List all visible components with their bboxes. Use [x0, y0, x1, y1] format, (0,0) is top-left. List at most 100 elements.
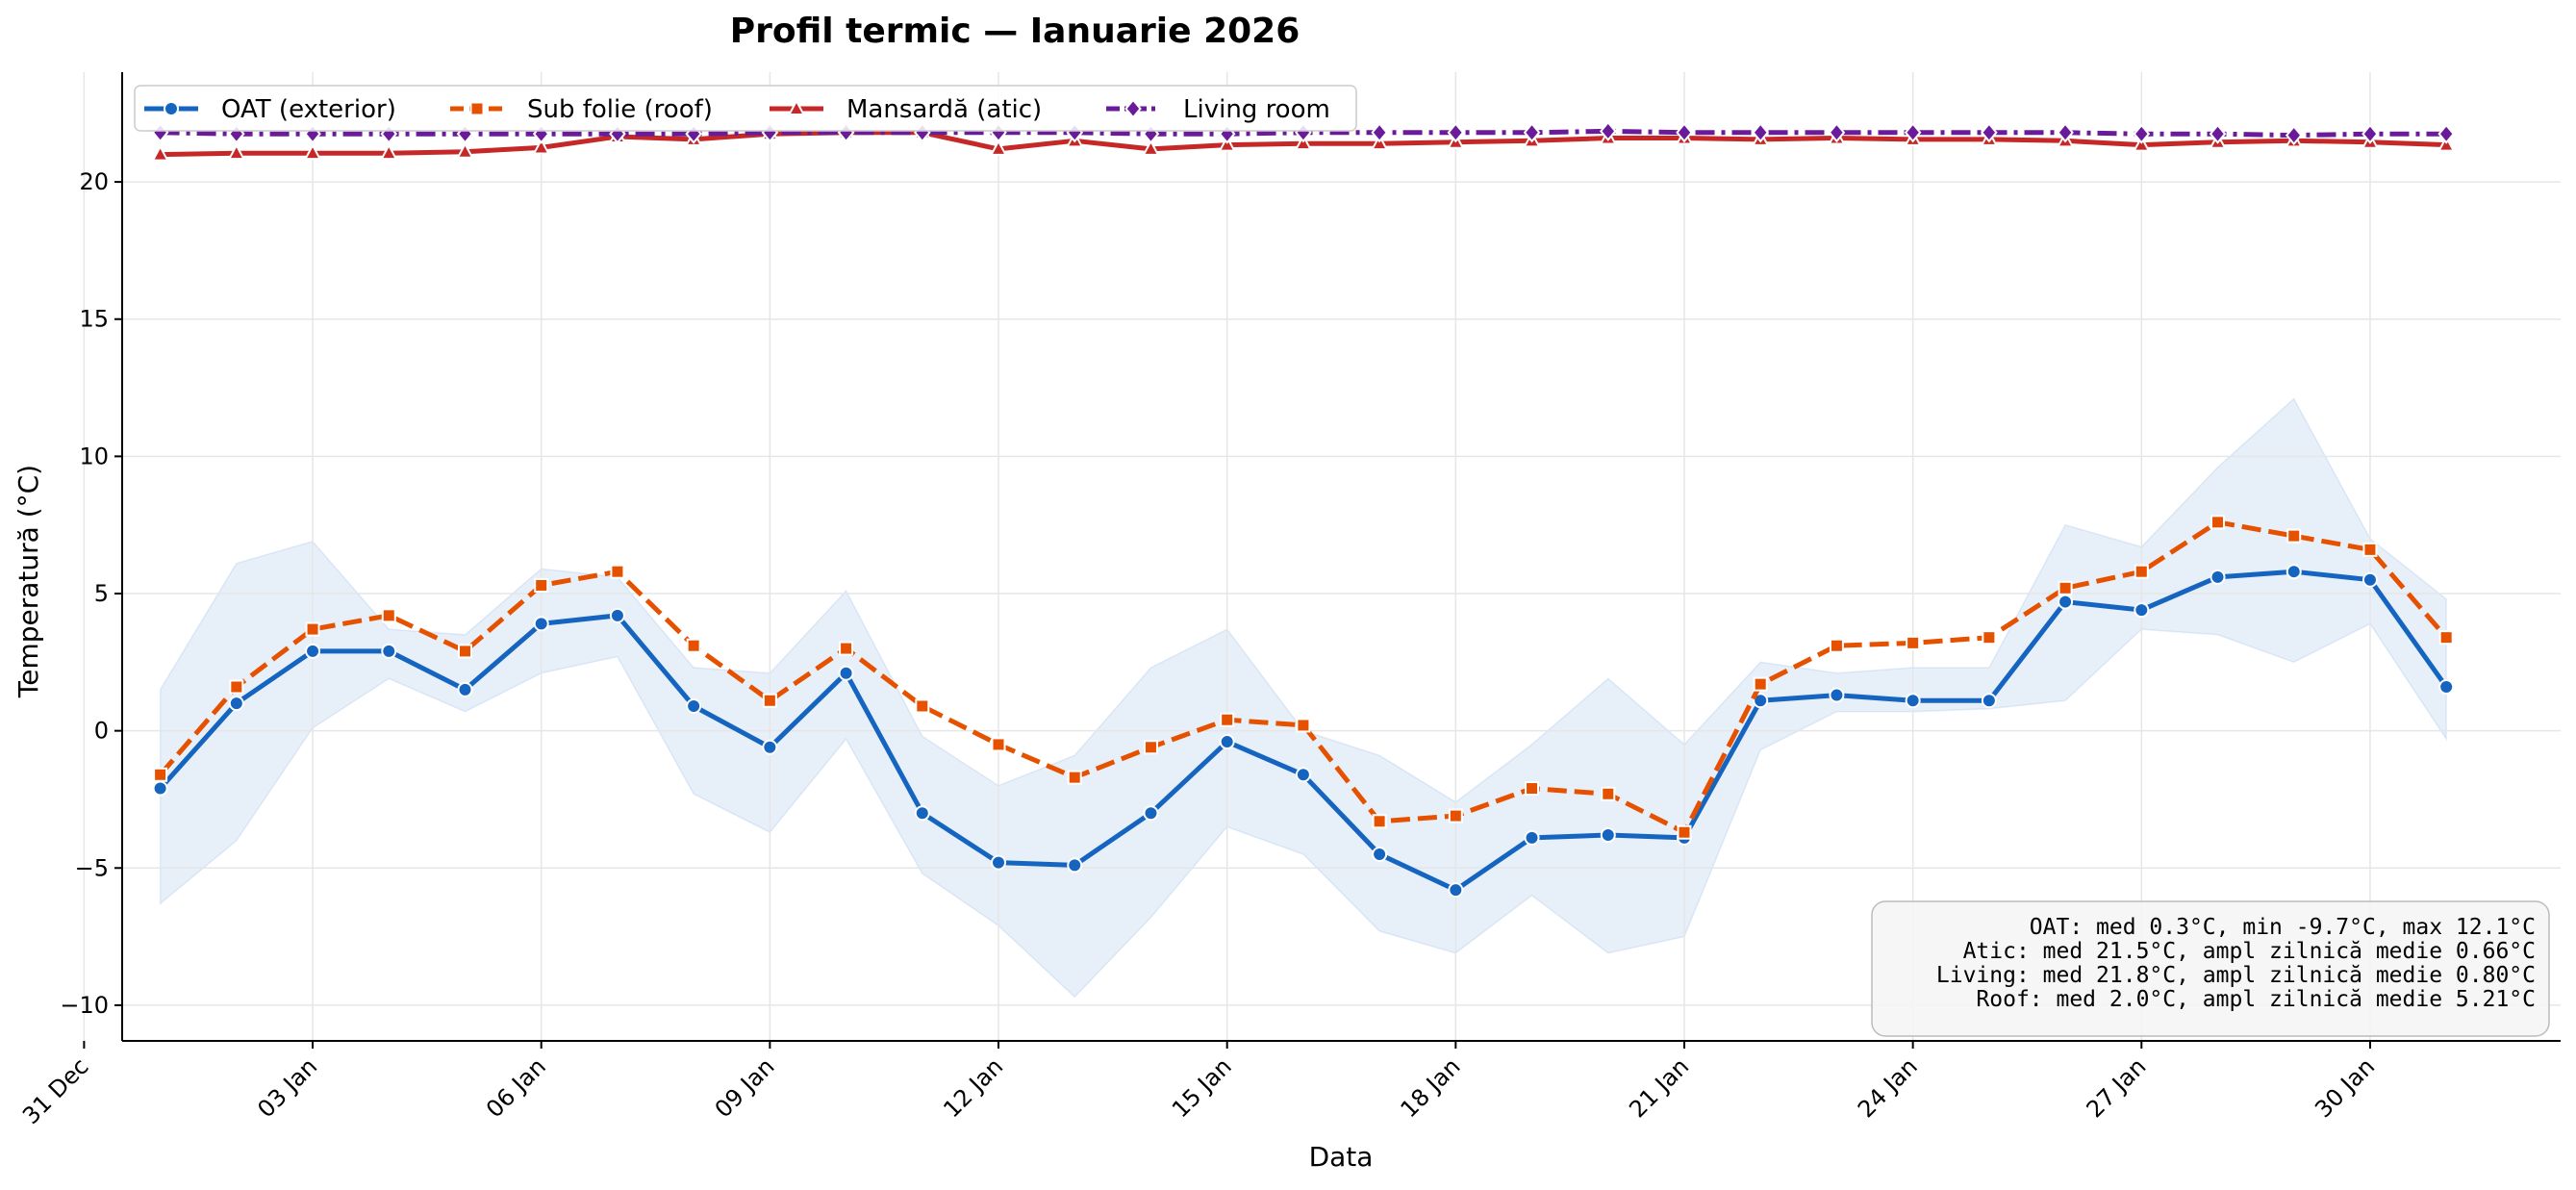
- series-point: [532, 138, 550, 155]
- y-tick-label: −10: [60, 992, 109, 1019]
- series-point: [228, 696, 244, 712]
- series-point: [457, 681, 473, 697]
- legend-marker: [469, 101, 485, 116]
- series-point: [1828, 122, 1846, 143]
- series-point: [533, 616, 549, 632]
- x-tick-label: 27 Jan: [2082, 1052, 2152, 1123]
- series-point: [1296, 718, 1311, 733]
- series-point: [1220, 712, 1235, 727]
- series-1: [153, 515, 2454, 840]
- legend-item-0: OAT (exterior): [144, 95, 396, 124]
- series-point: [1906, 635, 1921, 650]
- series-point: [686, 697, 702, 714]
- series-point: [1142, 139, 1160, 156]
- series-point: [1676, 122, 1693, 143]
- series-point: [303, 143, 322, 161]
- legend-label: Sub folie (roof): [527, 95, 713, 124]
- series-point: [1599, 120, 1617, 141]
- axes-layer: [121, 72, 2561, 1042]
- series-point: [1600, 827, 1616, 844]
- stats-frame: [1871, 900, 2550, 1037]
- legend-marker: [787, 98, 806, 115]
- series-point: [609, 607, 625, 623]
- series-point: [2437, 123, 2455, 144]
- series-point: [991, 854, 1007, 871]
- series-point: [686, 638, 701, 653]
- series-point: [839, 641, 854, 656]
- series-point: [2438, 630, 2454, 646]
- series-point: [2134, 602, 2150, 619]
- series-point: [153, 767, 168, 782]
- x-tick-label: 21 Jan: [1624, 1052, 1694, 1123]
- series-point: [305, 621, 320, 637]
- series-point: [1601, 786, 1616, 801]
- legend-frame: [134, 85, 1357, 132]
- series-point: [1372, 814, 1387, 829]
- legend-marker: [164, 101, 179, 116]
- series-point: [1523, 122, 1541, 143]
- x-tick-label: 18 Jan: [1396, 1052, 1466, 1123]
- series-point: [457, 644, 472, 659]
- series-point: [2057, 122, 2074, 143]
- legend-label: Living room: [1183, 95, 1330, 124]
- series-point: [2210, 569, 2226, 585]
- stats-line: Atic: med 21.5°C, ampl zilnică medie 0.6…: [1963, 939, 2536, 964]
- series-point: [1753, 693, 1769, 709]
- series-point: [381, 608, 396, 623]
- series-point: [1753, 676, 1768, 692]
- x-axis-label: Data: [1309, 1141, 1374, 1173]
- series-point: [2285, 125, 2303, 146]
- x-tick-label: 31 Dec: [17, 1052, 94, 1129]
- series-point: [380, 143, 398, 161]
- series-point: [1982, 630, 1997, 646]
- series-point: [151, 144, 169, 162]
- series-point: [1219, 734, 1235, 750]
- series-point: [989, 139, 1008, 156]
- stats-box: OAT: med 0.3°C, min -9.7°C, max 12.1°CAt…: [1871, 900, 2550, 1037]
- series-point: [1677, 824, 1692, 840]
- series-point: [2361, 123, 2379, 144]
- series-point: [227, 143, 245, 161]
- stats-line: Roof: med 2.0°C, ampl zilnică medie 5.21…: [1976, 987, 2536, 1012]
- series-point: [914, 805, 930, 822]
- series-point: [1067, 857, 1083, 874]
- series-point: [534, 577, 549, 593]
- series-point: [2210, 515, 2226, 530]
- series-point: [1295, 767, 1311, 783]
- stats-line: OAT: med 0.3°C, min -9.7°C, max 12.1°C: [2030, 915, 2536, 940]
- stats-line: Living: med 21.8°C, ampl zilnică medie 0…: [1936, 963, 2536, 988]
- series-point: [1752, 122, 1770, 143]
- series-point: [152, 780, 168, 797]
- series-point: [1829, 638, 1844, 653]
- x-tick-label: 12 Jan: [938, 1052, 1008, 1123]
- series-point: [305, 643, 321, 659]
- x-tick-label: 06 Jan: [481, 1052, 551, 1123]
- series-point: [762, 739, 778, 755]
- grid-layer: [83, 72, 2561, 1041]
- series-point: [838, 665, 854, 681]
- series-point: [2058, 580, 2073, 595]
- legend-marker: [1124, 98, 1142, 119]
- series-point: [1829, 687, 1845, 703]
- y-tick-label: −5: [75, 854, 109, 881]
- series-point: [915, 698, 930, 714]
- y-tick-label: 20: [79, 168, 109, 195]
- series-point: [1143, 805, 1159, 822]
- series-point: [2058, 594, 2074, 610]
- y-tick-label: 0: [94, 718, 109, 745]
- legend-label: Mansardă (atic): [846, 95, 1042, 124]
- series-point: [1371, 122, 1388, 143]
- series-point: [381, 643, 397, 659]
- series-point: [2286, 528, 2302, 544]
- series-point: [762, 693, 777, 708]
- series-point: [2438, 679, 2455, 696]
- chart-title: Profil termic — Ianuarie 2026: [730, 12, 1301, 51]
- series-point: [2134, 564, 2149, 579]
- legend: OAT (exterior) Sub folie (roof) Mansardă (…: [134, 85, 1357, 132]
- x-tick-label: 09 Jan: [710, 1052, 780, 1123]
- series-point: [456, 141, 474, 159]
- series-point: [2209, 123, 2227, 144]
- y-axis-label: Temperatură (°C): [13, 465, 44, 698]
- series-point: [1447, 122, 1465, 143]
- series-point: [1448, 808, 1463, 823]
